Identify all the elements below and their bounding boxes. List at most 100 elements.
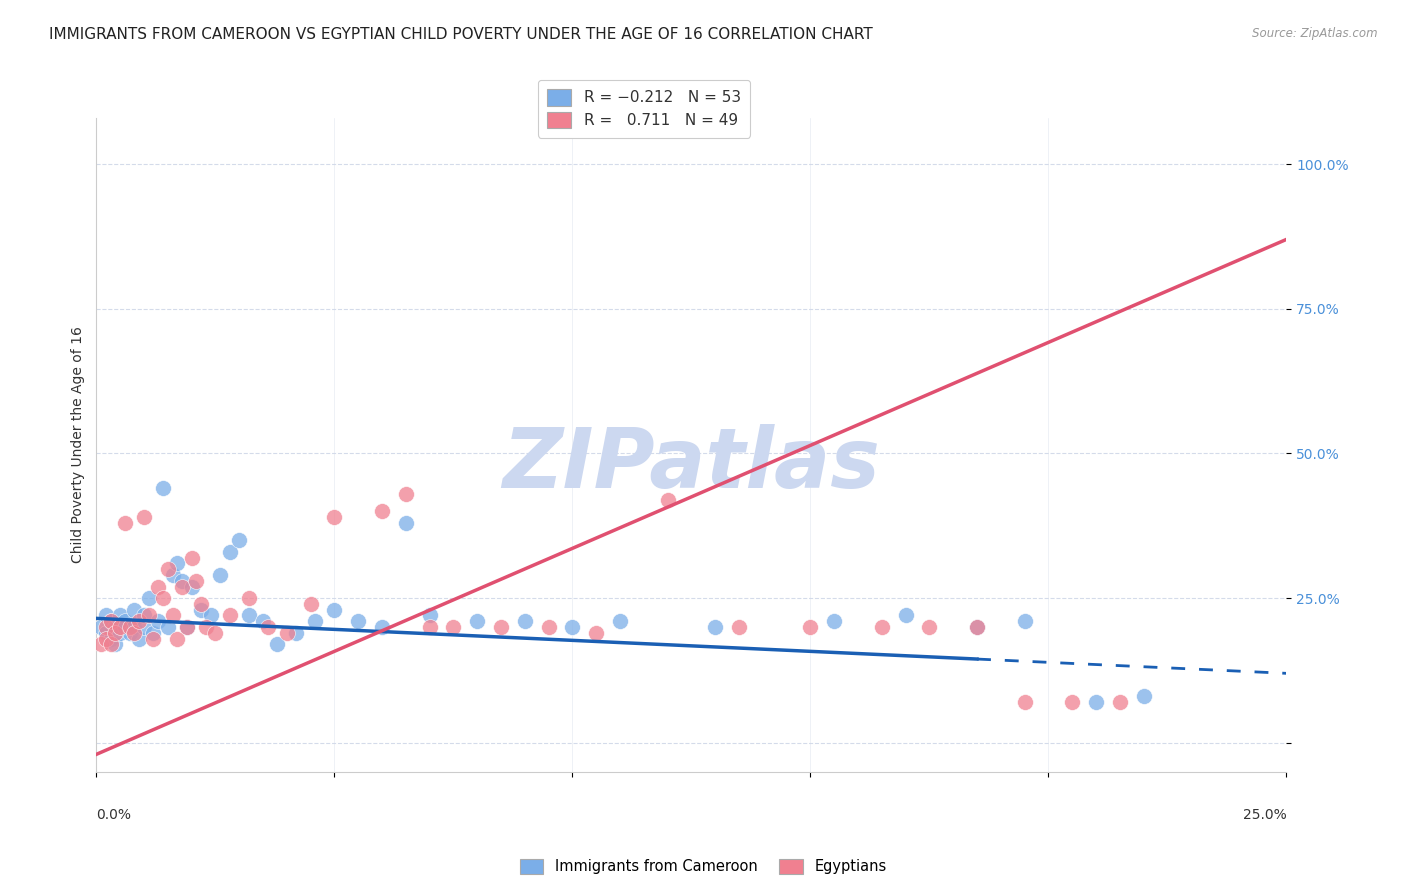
Point [823, 614, 845, 628]
Y-axis label: Child Poverty Under the Age of 16: Child Poverty Under the Age of 16 [72, 326, 86, 563]
Point [152, 481, 174, 495]
Point [186, 574, 208, 588]
Point [513, 614, 536, 628]
Point [190, 597, 212, 611]
Point [90, 620, 112, 634]
Point [148, 580, 170, 594]
Point [124, 625, 146, 640]
Point [395, 516, 418, 530]
Point [190, 603, 212, 617]
Point [114, 620, 136, 634]
Point [218, 608, 240, 623]
Point [100, 637, 122, 651]
Point [138, 591, 160, 606]
Point [142, 625, 165, 640]
Point [166, 632, 188, 646]
Point [94, 632, 117, 646]
Point [162, 568, 184, 582]
Point [1062, 695, 1084, 709]
Point [323, 510, 346, 524]
Point [100, 614, 122, 628]
Point [228, 533, 250, 548]
Point [799, 620, 821, 634]
Point [118, 620, 141, 634]
Point [218, 545, 240, 559]
Point [104, 620, 127, 634]
Point [152, 591, 174, 606]
Point [1132, 690, 1154, 704]
Point [419, 620, 441, 634]
Text: Source: ZipAtlas.com: Source: ZipAtlas.com [1253, 27, 1378, 40]
Text: ZIPatlas: ZIPatlas [502, 424, 880, 505]
Point [94, 620, 117, 634]
Point [966, 620, 988, 634]
Point [238, 608, 260, 623]
Text: 0.0%: 0.0% [97, 807, 131, 822]
Point [1108, 695, 1130, 709]
Point [1014, 695, 1036, 709]
Point [176, 620, 198, 634]
Point [124, 620, 146, 634]
Point [142, 632, 165, 646]
Point [132, 620, 155, 634]
Point [304, 614, 326, 628]
Point [256, 620, 278, 634]
Point [200, 608, 222, 623]
Point [128, 632, 150, 646]
Point [114, 516, 136, 530]
Point [371, 504, 394, 518]
Point [176, 620, 198, 634]
Point [347, 614, 370, 628]
Point [537, 620, 560, 634]
Point [561, 620, 583, 634]
Point [323, 603, 346, 617]
Point [728, 620, 751, 634]
Point [156, 620, 179, 634]
Point [162, 608, 184, 623]
Point [1014, 614, 1036, 628]
Point [108, 620, 131, 634]
Point [108, 625, 131, 640]
Point [166, 557, 188, 571]
Point [104, 625, 127, 640]
Point [132, 608, 155, 623]
Point [609, 614, 631, 628]
Point [180, 550, 202, 565]
Point [132, 510, 155, 524]
Point [194, 620, 217, 634]
Point [657, 492, 679, 507]
Point [209, 568, 232, 582]
Point [894, 608, 917, 623]
Point [148, 614, 170, 628]
Point [419, 608, 441, 623]
Point [870, 620, 893, 634]
Point [204, 625, 226, 640]
Point [100, 632, 122, 646]
Point [285, 625, 308, 640]
Point [138, 608, 160, 623]
Point [299, 597, 322, 611]
Point [395, 487, 418, 501]
Point [585, 625, 607, 640]
Text: IMMIGRANTS FROM CAMEROON VS EGYPTIAN CHILD POVERTY UNDER THE AGE OF 16 CORRELATI: IMMIGRANTS FROM CAMEROON VS EGYPTIAN CHI… [49, 27, 873, 42]
Point [94, 608, 117, 623]
Point [918, 620, 941, 634]
Point [118, 625, 141, 640]
Legend: Immigrants from Cameroon, Egyptians: Immigrants from Cameroon, Egyptians [513, 853, 893, 880]
Point [966, 620, 988, 634]
Point [266, 637, 288, 651]
Point [128, 614, 150, 628]
Point [465, 614, 488, 628]
Point [114, 614, 136, 628]
Point [100, 614, 122, 628]
Point [1085, 695, 1108, 709]
Point [94, 625, 117, 640]
Point [252, 614, 274, 628]
Text: 25.0%: 25.0% [1243, 807, 1286, 822]
Point [238, 591, 260, 606]
Point [371, 620, 394, 634]
Point [441, 620, 464, 634]
Point [104, 637, 127, 651]
Point [90, 637, 112, 651]
Point [108, 608, 131, 623]
